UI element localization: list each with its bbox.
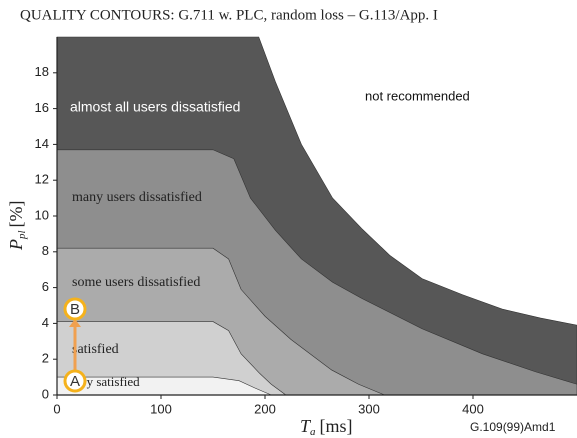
y-tick-label: 4 [42, 315, 49, 330]
x-axis-label: Ta [ms] [300, 416, 353, 437]
marker-circle [63, 297, 87, 321]
y-tick-label: 6 [42, 279, 49, 294]
marker-circle [63, 369, 87, 393]
y-axis-label-main: P [6, 239, 26, 251]
x-axis-label-unit: [ms] [320, 416, 353, 436]
y-axis-label: Ppl [%] [6, 200, 27, 251]
y-tick-label: 18 [35, 64, 49, 79]
marker-label: B [70, 301, 80, 318]
x-tick-label: 100 [150, 401, 172, 416]
x-axis-label-main: T [300, 416, 312, 436]
y-tick-label: 8 [42, 243, 49, 258]
y-tick-label: 16 [35, 100, 49, 115]
chart-title: QUALITY CONTOURS: G.711 w. PLC, random l… [20, 7, 438, 23]
x-tick-label: 0 [53, 401, 60, 416]
y-tick-label: 12 [35, 172, 49, 187]
x-tick-label: 300 [358, 401, 380, 416]
y-tick-label: 10 [35, 207, 49, 222]
x-tick-label: 400 [462, 401, 484, 416]
y-axis-label-sub: pl [16, 230, 28, 240]
footnote: G.109(99)Amd1 [470, 420, 556, 434]
region-label: many users dissatisfied [72, 190, 202, 205]
y-axis-label-unit: [%] [6, 200, 26, 227]
x-axis-label-sub: a [310, 426, 316, 438]
region-label: almost all users dissatisfied [70, 99, 240, 115]
y-tick-label: 14 [35, 136, 49, 151]
region-label: very satisfied [70, 374, 140, 389]
arrow-head [69, 319, 81, 327]
x-tick-label: 200 [254, 401, 276, 416]
region-label: satisfied [72, 342, 119, 357]
marker-label: A [70, 373, 80, 390]
y-tick-label: 2 [42, 351, 49, 366]
region-label: some users dissatisfied [72, 275, 200, 290]
region-label: not recommended [365, 88, 470, 103]
y-tick-label: 0 [42, 386, 49, 401]
